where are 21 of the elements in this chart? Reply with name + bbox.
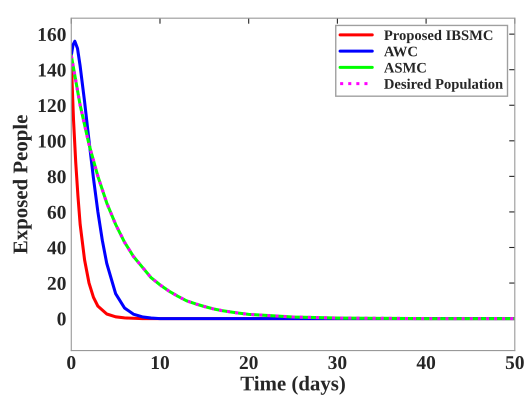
y-tick-label: 140 bbox=[38, 64, 66, 77]
x-tick-label: 20 bbox=[240, 356, 258, 370]
y-tick-label: 60 bbox=[48, 206, 66, 219]
legend-label: Desired Population bbox=[384, 78, 503, 92]
y-tick-label: 40 bbox=[47, 241, 66, 254]
y-tick-label: 120 bbox=[38, 99, 66, 112]
x-tick-label: 10 bbox=[152, 356, 169, 370]
y-axis-title: Exposed People bbox=[12, 115, 32, 254]
y-tick-label: 100 bbox=[38, 134, 66, 148]
legend-label: Proposed IBSMC bbox=[384, 30, 492, 44]
legend-label: ASMC bbox=[384, 62, 426, 73]
y-tick-label: 0 bbox=[57, 312, 66, 326]
x-axis-title: Time (days) bbox=[240, 376, 345, 395]
y-tick-label: 160 bbox=[38, 28, 66, 42]
y-tick-label: 80 bbox=[48, 170, 66, 184]
x-tick-label: 50 bbox=[506, 356, 524, 370]
y-tick-label: 20 bbox=[48, 276, 66, 290]
x-tick-label: 0 bbox=[67, 356, 76, 370]
x-tick-label: 40 bbox=[416, 356, 436, 370]
legend-label: AWC bbox=[384, 46, 417, 56]
x-tick-label: 30 bbox=[328, 356, 346, 370]
